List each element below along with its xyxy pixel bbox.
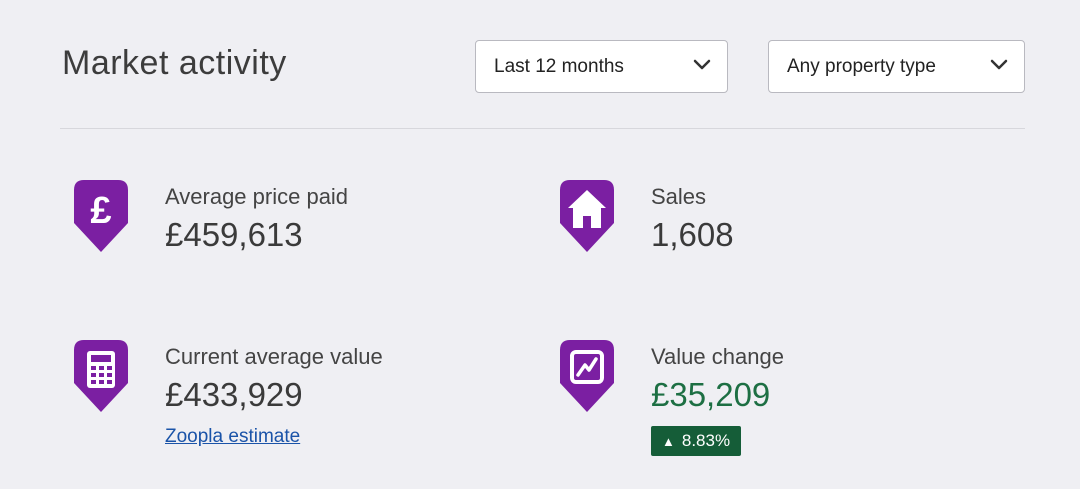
stat-value-change: Value change £35,209 ▲ 8.83% [558, 338, 784, 456]
zoopla-estimate-link[interactable]: Zoopla estimate [165, 426, 301, 447]
line-chart-icon [560, 340, 614, 412]
time-range-dropdown[interactable]: Last 12 months [475, 40, 728, 93]
time-range-value: Last 12 months [494, 55, 624, 77]
property-type-value: Any property type [787, 55, 936, 77]
house-icon [560, 180, 614, 252]
stat-label: Current average value [165, 344, 383, 369]
stat-label: Value change [651, 344, 784, 369]
property-type-dropdown[interactable]: Any property type [768, 40, 1025, 93]
stat-label: Average price paid [165, 184, 349, 209]
stat-label: Sales [651, 184, 707, 209]
increase-arrow-icon: ▲ [662, 433, 675, 449]
change-percent: 8.83% [681, 431, 731, 450]
stat-sales: Sales 1,608 [558, 178, 734, 258]
stat-value: £433,929 [165, 376, 303, 413]
change-badge: ▲ 8.83% [651, 426, 742, 456]
stat-value: £459,613 [165, 216, 303, 253]
pound-icon: £ [74, 180, 128, 252]
stat-value: 1,608 [651, 216, 734, 253]
stat-average-price-paid: £ Average price paid £459,613 [72, 178, 348, 258]
stat-value: £35,209 [651, 376, 771, 413]
calculator-icon [74, 340, 128, 412]
svg-text:£: £ [90, 190, 111, 232]
chevron-down-icon [693, 58, 711, 76]
header-divider [60, 128, 1025, 129]
chevron-down-icon [990, 58, 1008, 76]
stat-current-average-value: Current average value £433,929 Zoopla es… [72, 338, 383, 448]
page-title: Market activity [62, 44, 287, 82]
